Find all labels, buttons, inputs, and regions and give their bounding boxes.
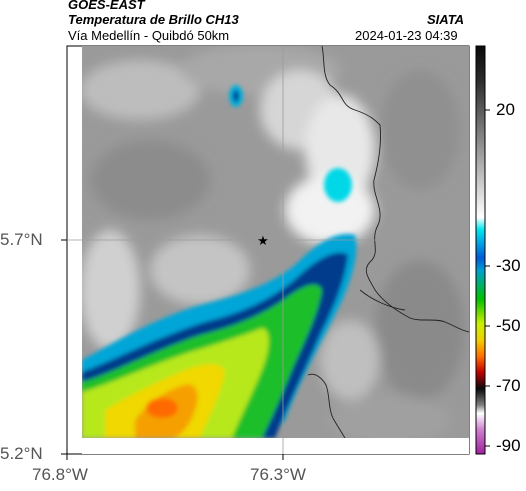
star-icon: ★ xyxy=(257,233,269,248)
lat-tick-label: 5.7°N xyxy=(0,230,43,249)
lat-tick-label: 5.2°N xyxy=(0,444,43,463)
source-label: SIATA xyxy=(427,12,465,27)
satellite-name: GOES-EAST xyxy=(68,0,145,12)
colorbar-tick-label: 20 xyxy=(496,100,515,119)
colorbar-tick-label: -70 xyxy=(496,376,521,395)
colorbar-tick-label: -30 xyxy=(496,256,521,275)
colorbar-tick-label: -90 xyxy=(496,436,521,455)
lon-tick-label: 76.8°W xyxy=(32,465,88,484)
timestamp: 2024-01-23 04:39 xyxy=(355,28,458,43)
product-title: Temperatura de Brillo CH13 xyxy=(68,12,239,27)
lon-tick-label: 76.3°W xyxy=(250,465,306,484)
border-lines xyxy=(307,46,469,438)
colorbar-tick-label: -50 xyxy=(496,316,521,335)
location-subtitle: Vía Medellín - Quibdó 50km xyxy=(68,28,230,43)
